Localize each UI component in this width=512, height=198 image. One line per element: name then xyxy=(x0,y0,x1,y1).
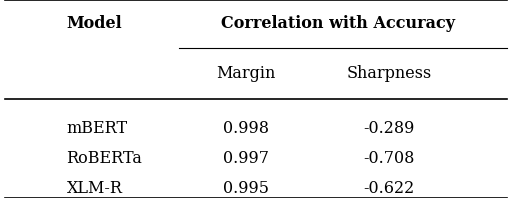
Text: mBERT: mBERT xyxy=(67,120,127,137)
Text: Model: Model xyxy=(67,15,122,32)
Text: XLM-R: XLM-R xyxy=(67,180,122,197)
Text: Margin: Margin xyxy=(216,65,275,82)
Text: -0.622: -0.622 xyxy=(364,180,415,197)
Text: 0.998: 0.998 xyxy=(223,120,269,137)
Text: Correlation with Accuracy: Correlation with Accuracy xyxy=(221,15,455,32)
Text: 0.995: 0.995 xyxy=(223,180,269,197)
Text: Sharpness: Sharpness xyxy=(347,65,432,82)
Text: -0.289: -0.289 xyxy=(364,120,415,137)
Text: RoBERTa: RoBERTa xyxy=(67,150,142,167)
Text: 0.997: 0.997 xyxy=(223,150,269,167)
Text: -0.708: -0.708 xyxy=(364,150,415,167)
